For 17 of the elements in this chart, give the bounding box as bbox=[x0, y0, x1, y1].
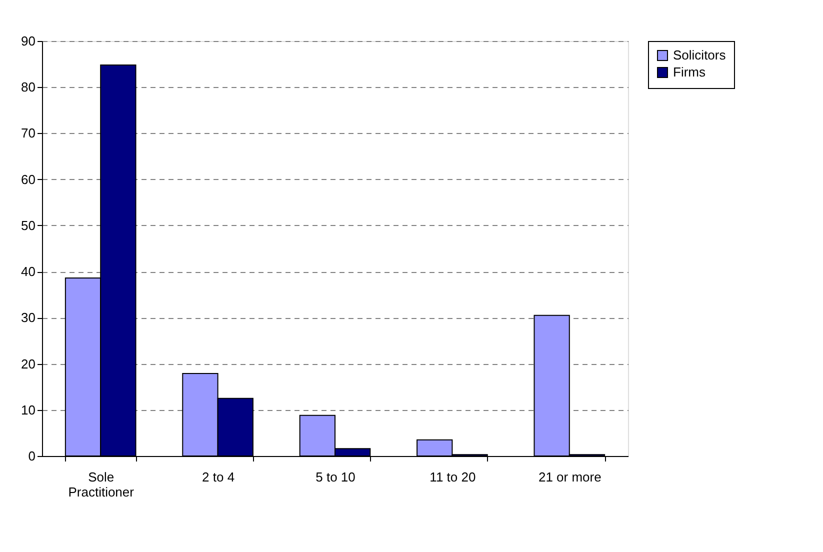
y-tick-label: 0 bbox=[28, 448, 36, 464]
y-tick-label: 60 bbox=[21, 172, 36, 187]
x-tick-label: 21 or more bbox=[538, 470, 602, 484]
y-tick-label: 80 bbox=[21, 80, 36, 95]
y-tick-label: 10 bbox=[21, 402, 36, 418]
y-tick-label: 70 bbox=[21, 126, 36, 141]
legend-label: Firms bbox=[673, 64, 706, 80]
x-tick-label: 11 to 20 bbox=[430, 470, 476, 484]
x-tick-label: 5 to 10 bbox=[316, 470, 356, 484]
y-tick-label: 40 bbox=[21, 264, 36, 280]
x-tick-label: Sole Practitioner bbox=[68, 470, 135, 500]
y-tick-label: 20 bbox=[21, 356, 36, 372]
y-tick-label: 90 bbox=[21, 34, 36, 48]
y-tick-label: 50 bbox=[21, 218, 36, 233]
legend-label: Solicitors bbox=[673, 48, 726, 62]
x-tick-label: 2 to 4 bbox=[202, 470, 235, 484]
y-tick-label: 30 bbox=[21, 310, 36, 326]
